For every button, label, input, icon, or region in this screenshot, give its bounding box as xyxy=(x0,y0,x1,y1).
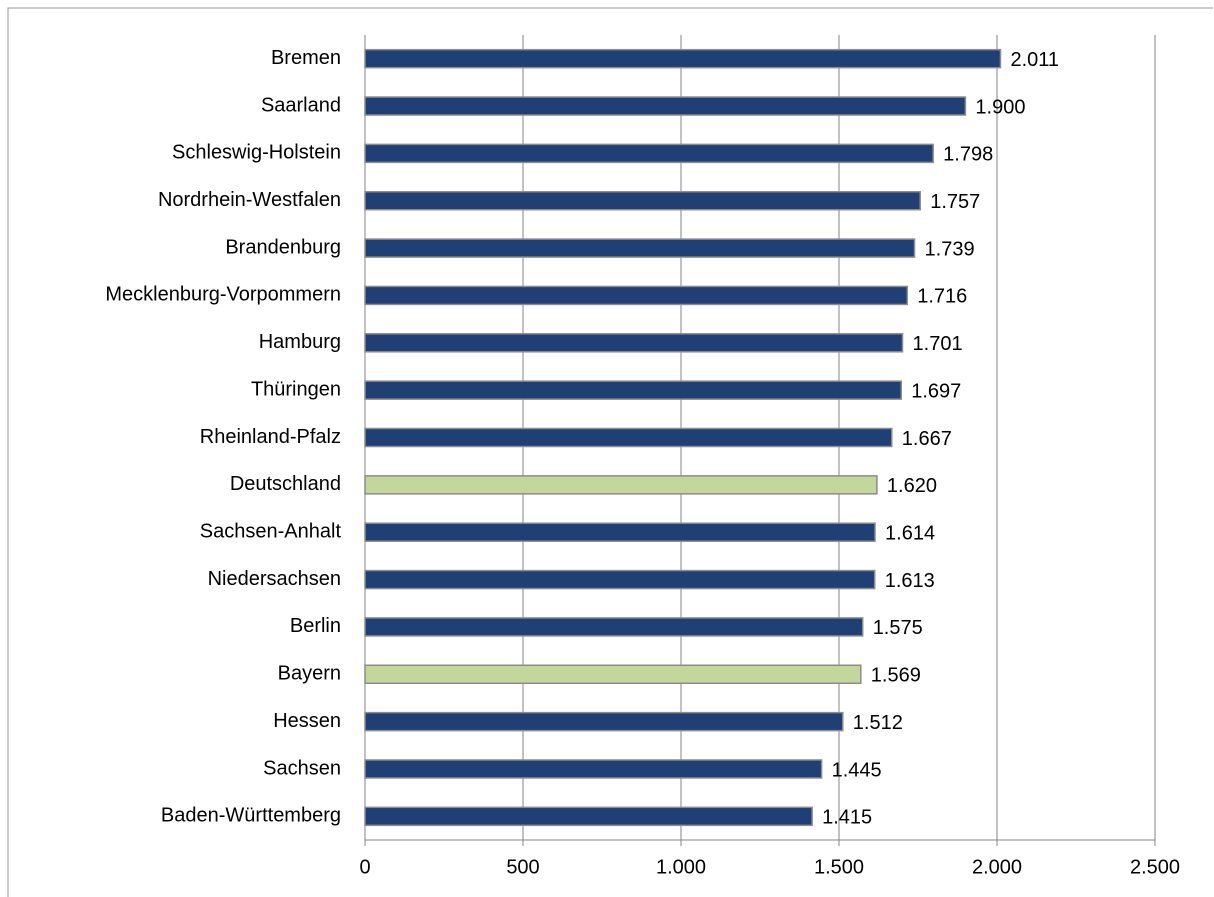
y-tick-label: Deutschland xyxy=(230,473,341,495)
y-tick-label: Brandenburg xyxy=(225,236,341,258)
y-tick-label: Bayern xyxy=(278,663,341,685)
data-label: 1.445 xyxy=(832,759,882,781)
data-label: 1.667 xyxy=(902,428,952,450)
data-label: 1.716 xyxy=(917,286,967,308)
y-tick-label: Niedersachsen xyxy=(208,568,341,590)
y-tick-label: Mecklenburg-Vorpommern xyxy=(105,284,341,306)
bar xyxy=(364,190,921,211)
data-label: 1.739 xyxy=(925,238,975,260)
bar xyxy=(364,143,934,164)
x-tick-label: 1.500 xyxy=(814,856,864,878)
bar xyxy=(364,711,844,732)
bar xyxy=(364,664,862,685)
y-tick-label: Thüringen xyxy=(251,378,341,400)
bar xyxy=(364,380,903,400)
bar xyxy=(364,96,967,116)
data-label: 1.575 xyxy=(873,617,923,639)
data-label: 1.512 xyxy=(853,712,903,734)
chart-border xyxy=(7,7,1213,897)
bar xyxy=(364,759,823,779)
y-tick-label: Sachsen xyxy=(263,757,341,779)
bar xyxy=(364,617,864,637)
bar xyxy=(364,475,878,495)
data-label: 1.614 xyxy=(885,522,935,544)
bar xyxy=(364,427,893,448)
x-tick-label: 2.000 xyxy=(972,856,1022,878)
data-label: 1.798 xyxy=(943,144,993,166)
bar xyxy=(364,285,909,306)
x-tick-label: 1.000 xyxy=(656,856,706,878)
data-label: 1.613 xyxy=(885,570,935,592)
y-tick-label: Hessen xyxy=(273,710,341,732)
y-tick-label: Berlin xyxy=(290,615,341,637)
data-label: 1.900 xyxy=(975,96,1025,118)
y-tick-label: Baden-Württemberg xyxy=(161,805,341,827)
data-label: 1.620 xyxy=(887,475,937,497)
data-label: 1.415 xyxy=(822,807,872,829)
data-label: 1.701 xyxy=(913,333,963,355)
y-tick-label: Rheinland-Pfalz xyxy=(200,426,341,448)
y-tick-label: Schleswig-Holstein xyxy=(172,142,341,164)
bar xyxy=(364,333,904,353)
y-tick-label: Saarland xyxy=(261,94,341,116)
x-tick-label: 0 xyxy=(359,856,370,878)
x-tick-label: 500 xyxy=(506,856,539,878)
data-label: 1.697 xyxy=(911,380,961,402)
bar xyxy=(364,238,916,258)
data-label: 1.569 xyxy=(871,665,921,687)
bar xyxy=(364,569,876,590)
y-tick-label: Nordrhein-Westfalen xyxy=(158,189,341,211)
bar xyxy=(364,522,876,542)
y-tick-label: Sachsen-Anhalt xyxy=(200,520,342,542)
y-tick-label: Hamburg xyxy=(259,331,341,353)
bar xyxy=(364,806,813,827)
data-label: 2.011 xyxy=(1010,49,1059,71)
data-label: 1.757 xyxy=(930,191,980,213)
bar xyxy=(364,48,1002,69)
x-tick-label: 2.500 xyxy=(1130,856,1180,878)
y-tick-label: Bremen xyxy=(271,47,341,69)
